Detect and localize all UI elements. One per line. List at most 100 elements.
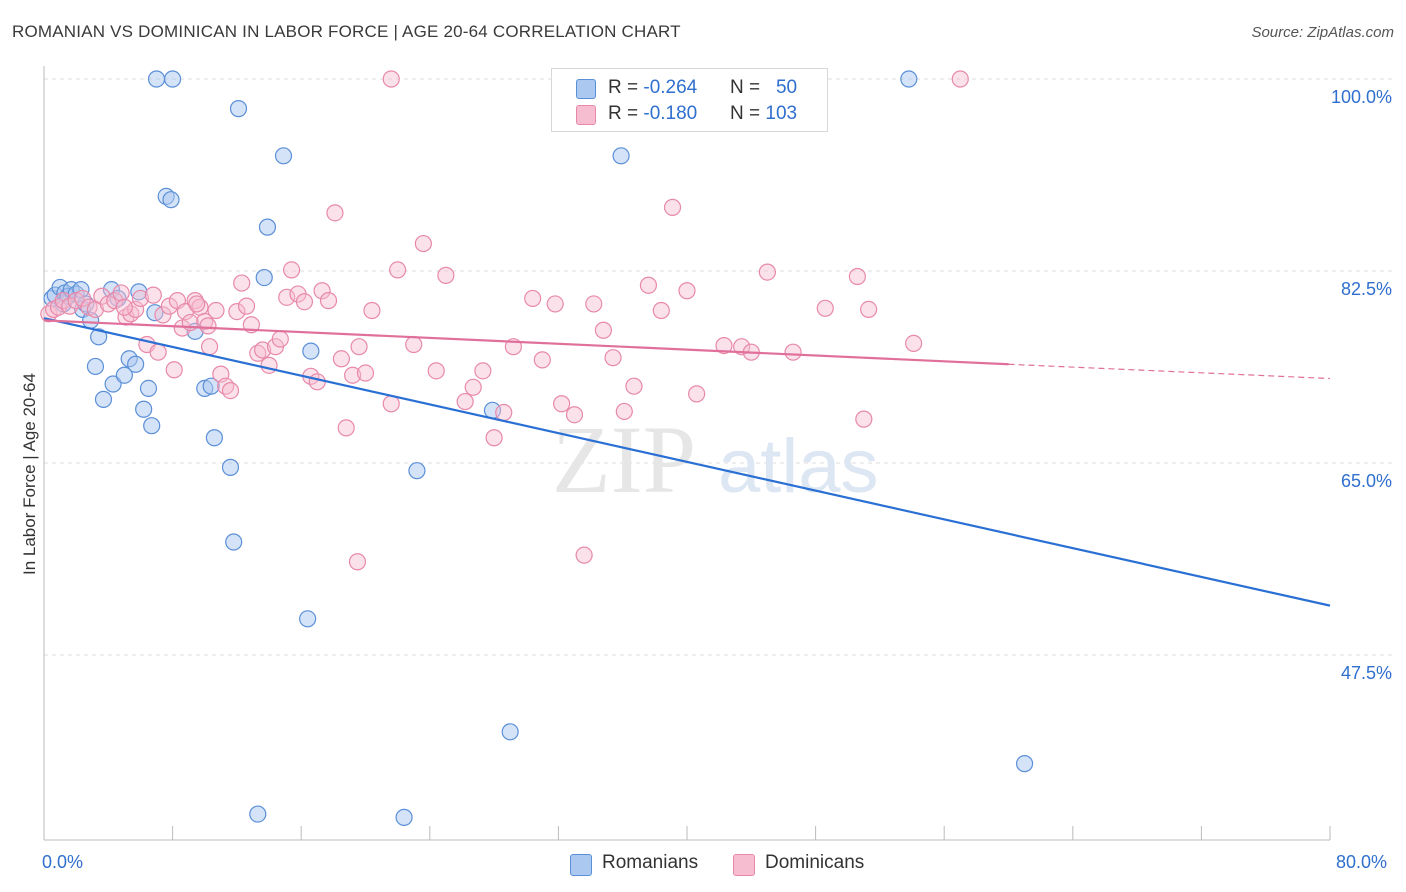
dominican-point	[131, 289, 150, 308]
dominican-point	[165, 361, 183, 379]
dominican-point	[758, 263, 776, 281]
romanian-point	[225, 533, 243, 551]
romanian-point	[255, 268, 273, 287]
dominican-point	[816, 299, 834, 317]
dominican-point	[604, 349, 622, 367]
dominican-point	[639, 276, 658, 294]
dominican-point	[405, 335, 423, 354]
romanian-point	[143, 417, 161, 435]
dominican-point	[464, 378, 482, 396]
dominican-point	[389, 261, 407, 279]
y-tick-labels: 100.0% 82.5% 65.0% 47.5%	[1331, 87, 1392, 683]
dominican-point	[784, 343, 802, 361]
watermark-atlas: atlas	[718, 424, 879, 509]
romanian-point	[86, 357, 105, 376]
romanian-point	[202, 377, 220, 395]
y-tick-label: 65.0%	[1341, 471, 1392, 491]
dominican-point	[546, 295, 564, 313]
dominican-point	[200, 338, 219, 356]
dominican-point	[348, 553, 367, 571]
x-tick-label-max: 80.0%	[1336, 852, 1388, 872]
dominican-point	[625, 377, 643, 395]
dominican-point	[733, 338, 751, 356]
romanian-point	[221, 458, 240, 476]
romanian-point	[229, 100, 248, 118]
dominican-point	[533, 351, 551, 369]
stats-legend: R = -0.264 N = 50 R = -0.180 N = 103	[551, 68, 828, 132]
dominican-point	[456, 392, 474, 411]
dominican-point	[249, 344, 267, 362]
axes	[43, 66, 1331, 841]
dominican-point	[282, 261, 301, 279]
legend-n-value: 103	[765, 103, 798, 124]
dominican-point	[260, 356, 278, 374]
legend-n-label: N =	[730, 77, 766, 98]
romanian-point	[900, 70, 918, 88]
dominican-point	[188, 295, 206, 313]
legend-r-label: R =	[608, 103, 644, 124]
romanian-point	[1015, 755, 1034, 773]
legend-r-value: -0.264	[643, 77, 698, 98]
dominican-point	[144, 286, 162, 304]
dominican-point	[363, 301, 381, 320]
dominican-point	[319, 292, 338, 310]
dominican-point	[715, 337, 733, 355]
legend-n-value: 50	[775, 77, 798, 98]
y-tick-label: 47.5%	[1341, 663, 1392, 683]
romanian-point	[104, 375, 122, 393]
romanian-point	[90, 328, 108, 346]
romanian-swatch-icon	[576, 79, 596, 99]
romanian-point	[127, 355, 145, 373]
dominican-point	[575, 546, 593, 564]
dominican-point	[207, 301, 225, 320]
romanian-point	[130, 283, 148, 301]
dominican-point	[350, 338, 368, 356]
dominican-point	[855, 410, 873, 428]
dominican-point	[951, 70, 969, 88]
legend-r-value: -0.180	[643, 103, 698, 124]
dominican-point	[337, 419, 355, 437]
romanian-point	[501, 723, 519, 741]
legend-n: N = 50	[730, 77, 797, 99]
dominican-point	[474, 362, 492, 380]
dominican-point	[848, 267, 866, 286]
watermark: ZIP atlas	[552, 406, 879, 513]
dominican-legend-label: Dominicans	[765, 852, 865, 873]
source-label: Source: ZipAtlas.com	[1251, 24, 1394, 41]
dominican-point	[149, 343, 167, 361]
dominican-point	[356, 364, 375, 382]
romanian-point	[258, 218, 277, 236]
romanian-point	[115, 366, 133, 384]
dominican-point	[115, 298, 133, 316]
legend-row-romanians: R = -0.264 N = 50	[552, 75, 827, 101]
romanian-point	[274, 147, 293, 165]
dominican-point	[199, 317, 217, 335]
dominican-swatch-icon	[576, 105, 596, 125]
dominican-point	[271, 330, 289, 348]
dominican-point	[553, 395, 571, 413]
dominican-point	[437, 266, 455, 284]
dominican-point	[80, 298, 98, 316]
dominican-legend-icon	[733, 854, 755, 876]
romanian-point	[135, 400, 153, 418]
dominican-trend-line-extension	[1008, 363, 1331, 380]
legend-row-dominicans: R = -0.180 N = 103	[552, 101, 827, 127]
dominican-point	[615, 402, 633, 421]
dominican-point	[594, 321, 613, 339]
dominican-point	[154, 306, 172, 324]
dominican-point	[678, 282, 696, 300]
dominican-point	[860, 300, 878, 318]
dominican-point	[233, 274, 251, 292]
romanian-point	[612, 147, 630, 165]
dominican-point	[427, 362, 445, 380]
dominican-point	[688, 385, 706, 403]
dominican-point	[237, 297, 256, 315]
y-axis-label: In Labor Force | Age 20-64	[20, 373, 39, 575]
dominican-point	[652, 301, 670, 320]
dominican-point	[332, 350, 350, 368]
legend-r-label: R =	[608, 77, 644, 98]
dominican-point	[313, 282, 331, 300]
romanian-legend-icon	[570, 854, 592, 876]
y-tick-label: 100.0%	[1331, 87, 1392, 107]
